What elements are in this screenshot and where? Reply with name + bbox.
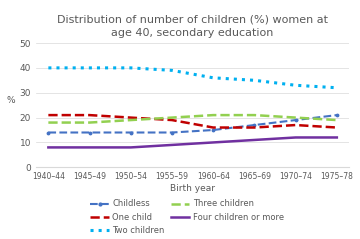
Title: Distribution of number of children (%) women at
age 40, secondary education: Distribution of number of children (%) w…: [57, 15, 328, 38]
Y-axis label: %: %: [7, 96, 15, 105]
Legend: Childless, One child, Two children, Three children, Four children or more: Childless, One child, Two children, Thre…: [90, 200, 284, 235]
X-axis label: Birth year: Birth year: [170, 184, 215, 193]
